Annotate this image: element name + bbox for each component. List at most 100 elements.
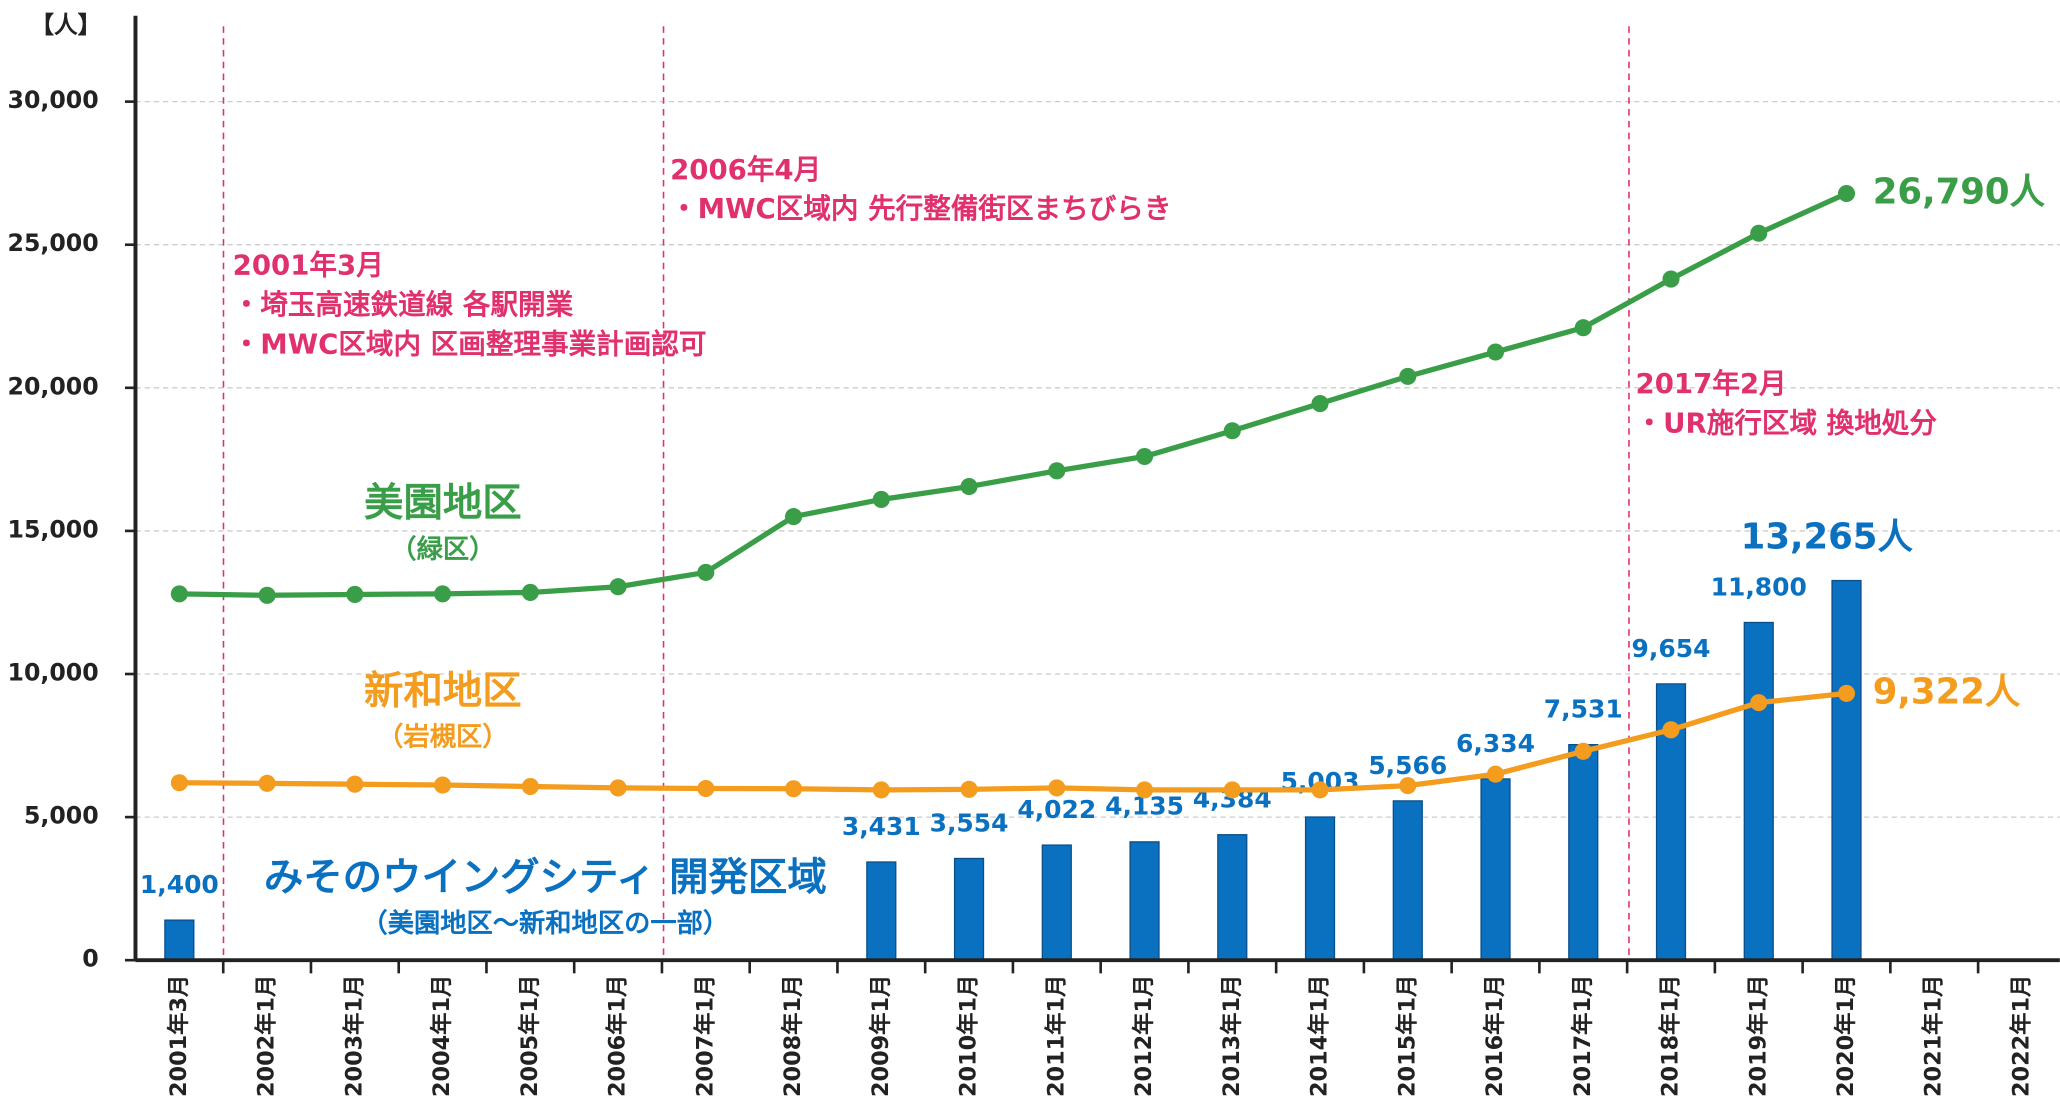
x-tick-label: 2019年1月 (1744, 975, 1771, 1097)
annotation-text: 2001年3月 (233, 249, 384, 282)
line-value-label: 9,322人 (1873, 671, 2021, 712)
x-tick-label: 2012年1月 (1130, 975, 1157, 1097)
line-point (697, 779, 715, 798)
annotation-text: 2017年2月 (1636, 367, 1787, 400)
line-point (170, 585, 188, 603)
bar (1568, 744, 1599, 961)
line-point (872, 490, 890, 508)
unit-label: 【人】 (30, 11, 101, 39)
bar-value-label: 7,531 (1544, 695, 1623, 724)
x-tick-label: 2018年1月 (1657, 975, 1684, 1097)
line-point (170, 774, 188, 792)
x-tick-label: 2009年1月 (867, 975, 894, 1097)
line-point (609, 779, 627, 797)
line-point (346, 775, 364, 793)
line-point (1837, 684, 1856, 702)
line-point (346, 585, 364, 603)
line-point (1574, 319, 1592, 337)
line-point (1486, 765, 1505, 783)
line-point (521, 777, 539, 796)
bar (1304, 816, 1336, 961)
bar-value-label: 9,654 (1632, 634, 1711, 663)
bar-value-label: 13,265人 (1741, 517, 1914, 558)
bar (953, 857, 985, 961)
bar (1480, 778, 1511, 961)
line-point (434, 776, 452, 794)
annotation-text: 2006年4月 (670, 153, 821, 186)
bar (1743, 621, 1774, 961)
line-point (1837, 184, 1856, 203)
x-tick-label: 2010年1月 (955, 975, 982, 1097)
x-tick-label: 2008年1月 (779, 975, 806, 1097)
series-label: みそのウイングシティ 開発区域 (264, 855, 827, 901)
line-point (1750, 224, 1768, 242)
line-point (1399, 777, 1417, 795)
line-point (697, 563, 715, 581)
x-tick-label: 2017年1月 (1569, 975, 1596, 1097)
series-label: 新和地区 (364, 668, 522, 714)
bar-value-label: 3,554 (930, 808, 1009, 837)
x-tick-label: 2016年1月 (1481, 975, 1508, 1097)
annotation-text: ・MWC区域内 先行整備街区まちびらき (670, 192, 1171, 225)
x-tick-label: 2011年1月 (1042, 975, 1069, 1097)
x-tick-label: 2013年1月 (1218, 975, 1245, 1097)
bar (1217, 834, 1248, 961)
x-tick-label: 2022年1月 (2007, 975, 2034, 1097)
line-point (434, 585, 452, 603)
line-point (1223, 781, 1241, 799)
line (179, 690, 1847, 793)
series-label: 美園地区 (364, 480, 522, 526)
line-point (1136, 447, 1154, 466)
x-tick-label: 2006年1月 (604, 975, 631, 1097)
bar-value-label: 6,334 (1456, 729, 1535, 758)
y-tick-label: 25,000 (8, 229, 99, 257)
line-point (1223, 422, 1241, 440)
line-point (785, 508, 803, 526)
line-point (1750, 694, 1768, 712)
series-sublabel: （緑区） (390, 534, 495, 565)
line-point (258, 586, 276, 604)
bar-value-label: 3,431 (842, 812, 921, 841)
bar (164, 919, 195, 961)
y-tick-label: 5,000 (24, 802, 99, 830)
y-tick-label: 30,000 (8, 86, 99, 114)
line-point (1048, 462, 1066, 480)
line-point (1311, 781, 1329, 799)
line-point (1399, 367, 1417, 385)
bar-value-label: 5,566 (1368, 751, 1447, 780)
bar (866, 861, 897, 961)
x-tick-label: 2021年1月 (1920, 975, 1947, 1097)
annotation-text: ・埼玉高速鉄道線 各駅開業 (233, 288, 574, 321)
x-tick-label: 2014年1月 (1306, 975, 1333, 1097)
series-sublabel: （美園地区～新和地区の一部） (361, 908, 729, 939)
line-point (1662, 721, 1680, 739)
bar (1129, 841, 1160, 961)
annotation-text: ・UR施行区域 換地処分 (1636, 406, 1938, 439)
line-point (960, 780, 978, 798)
line-point (258, 774, 276, 792)
line-point (1486, 343, 1505, 361)
line-value-label: 26,790人 (1873, 171, 2046, 212)
bar-value-label: 4,022 (1017, 795, 1096, 824)
line-point (1136, 781, 1154, 799)
x-tick-label: 2003年1月 (340, 975, 367, 1097)
bar-value-label: 11,800 (1711, 572, 1807, 601)
bar (1392, 800, 1423, 961)
line-point (785, 780, 803, 798)
line-point (1662, 270, 1680, 288)
line-point (960, 478, 978, 496)
line-point (872, 781, 890, 799)
x-tick-label: 2020年1月 (1832, 975, 1859, 1097)
line-point (1048, 779, 1066, 797)
bar-value-label: 1,400 (140, 870, 219, 899)
bar (1831, 579, 1862, 961)
y-tick-label: 10,000 (8, 659, 99, 687)
y-tick-label: 20,000 (8, 372, 99, 400)
x-tick-label: 2002年1月 (253, 975, 280, 1097)
x-tick-label: 2007年1月 (691, 975, 718, 1097)
y-tick-label: 15,000 (8, 515, 99, 543)
line (179, 191, 1848, 598)
line-point (1311, 395, 1329, 413)
series-sublabel: （岩槻区） (377, 723, 508, 753)
